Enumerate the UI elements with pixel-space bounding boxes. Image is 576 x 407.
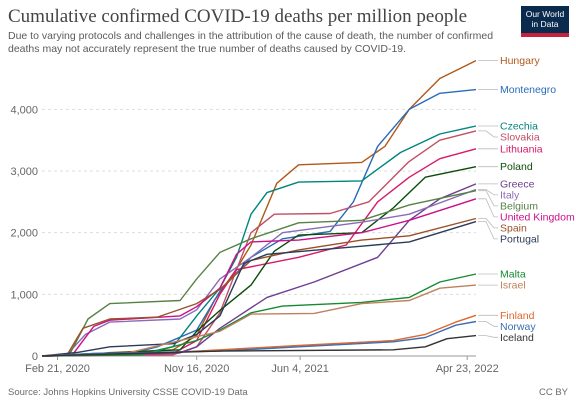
series-line-slovakia[interactable] <box>41 130 477 357</box>
legend-label-norway[interactable]: Norway <box>500 321 536 333</box>
x-tick-label: Jun 4, 2021 <box>271 363 329 375</box>
legend-connector <box>478 198 498 218</box>
legend-connector <box>478 189 498 196</box>
legend-label-malta[interactable]: Malta <box>500 268 526 280</box>
series-line-greece[interactable] <box>41 183 477 357</box>
chart-title: Cumulative confirmed COVID-19 deaths per… <box>8 6 468 27</box>
y-axis-tick-labels: 0 1,000 2,000 3,000 4,000 <box>10 104 38 363</box>
grid-lines <box>42 108 476 357</box>
legend-label-hungary[interactable]: Hungary <box>500 55 540 67</box>
legend-connector <box>478 218 498 229</box>
legend-label-greece[interactable]: Greece <box>500 178 535 190</box>
legend-label-portugal[interactable]: Portugal <box>500 233 539 245</box>
source-note[interactable]: Source: Johns Hopkins University CSSE CO… <box>8 387 248 398</box>
legend-label-iceland[interactable]: Iceland <box>500 332 534 344</box>
legend-connector <box>478 190 498 207</box>
y-tick-label: 0 <box>32 351 38 363</box>
legend-label-united-kingdom[interactable]: United Kingdom <box>500 211 575 223</box>
series-lines <box>41 59 477 357</box>
x-tick-label: Apr 23, 2022 <box>436 363 499 375</box>
legend-label-czechia[interactable]: Czechia <box>500 120 538 132</box>
legend-label-slovakia[interactable]: Slovakia <box>500 131 540 143</box>
y-tick-label: 1,000 <box>10 289 38 301</box>
legend-label-finland[interactable]: Finland <box>500 310 535 322</box>
y-tick-label: 3,000 <box>10 166 38 178</box>
x-tick-label: Nov 16, 2020 <box>164 363 229 375</box>
logo-line-2: in Data <box>531 19 559 29</box>
series-line-belgium[interactable] <box>41 190 477 357</box>
chart-subtitle: Due to varying protocols and challenges … <box>8 30 494 55</box>
legend-label-israel[interactable]: Israel <box>500 280 526 292</box>
series-line-spain[interactable] <box>41 217 477 357</box>
legend-connector <box>478 321 498 327</box>
license-link[interactable]: CC BY <box>538 387 568 398</box>
series-line-italy[interactable] <box>41 188 477 357</box>
series-line-united-kingdom[interactable] <box>41 198 477 357</box>
legend-connector <box>478 335 498 338</box>
logo-line-1: Our World <box>525 9 565 19</box>
series-line-iceland[interactable] <box>41 334 477 357</box>
legend-label-lithuania[interactable]: Lithuania <box>500 143 543 155</box>
legend-label-italy[interactable]: Italy <box>500 189 520 201</box>
legend-label-montenegro[interactable]: Montenegro <box>500 84 556 96</box>
series-line-portugal[interactable] <box>41 220 477 357</box>
legend-connector <box>478 221 498 240</box>
legend-connector <box>478 130 498 138</box>
series-line-israel[interactable] <box>41 284 477 357</box>
series-line-montenegro[interactable] <box>41 88 477 357</box>
legend-label-spain[interactable]: Spain <box>500 222 527 234</box>
x-axis: Feb 21, 2020 Nov 16, 2020 Jun 4, 2021 Apr 2… <box>25 355 499 375</box>
legend-label-poland[interactable]: Poland <box>500 161 533 173</box>
series-line-norway[interactable] <box>41 320 477 357</box>
y-tick-label: 2,000 <box>10 228 38 240</box>
series-line-lithuania[interactable] <box>41 148 477 357</box>
y-tick-label: 4,000 <box>10 104 38 116</box>
x-tick-label: Feb 21, 2020 <box>25 363 90 375</box>
our-world-in-data-logo[interactable]: Our World in Data <box>521 6 569 37</box>
series-line-malta[interactable] <box>41 273 477 357</box>
legend: Hungary Montenegro CzechiaSlovakiaLithuani… <box>478 55 575 344</box>
legend-label-belgium[interactable]: Belgium <box>500 200 538 212</box>
series-line-poland[interactable] <box>41 166 477 357</box>
